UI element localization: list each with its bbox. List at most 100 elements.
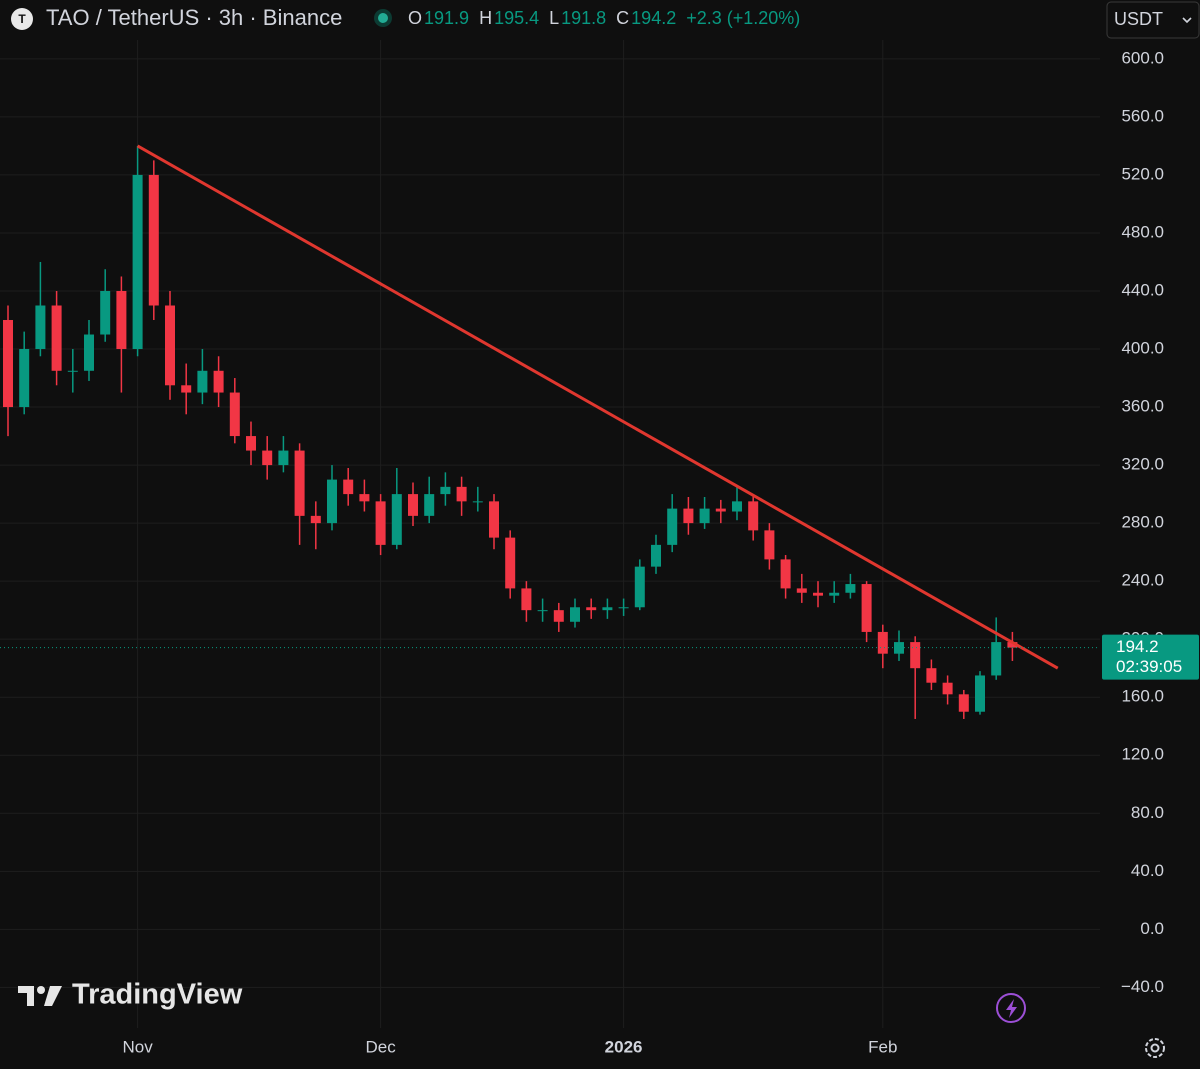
candles (3, 145, 1018, 719)
candle-body (116, 290, 127, 350)
y-tick-label: 280.0 (1121, 513, 1164, 532)
chart-title: TAO / TetherUS · 3h · Binance (46, 5, 342, 30)
candle-body (489, 501, 499, 538)
y-tick-label: 0.0 (1140, 919, 1164, 938)
watermark-logo (18, 986, 34, 1006)
candle-body (440, 486, 451, 495)
ohlc-value: 191.8 (561, 8, 606, 28)
currency-chevron (1182, 17, 1192, 24)
ohlc-letter: C (616, 8, 629, 28)
trendline (136, 144, 1059, 670)
settings-icon (1150, 1043, 1160, 1053)
candle-body (829, 592, 840, 596)
candle-body (732, 501, 742, 512)
lightning-button[interactable] (996, 993, 1026, 1023)
candle-body (634, 566, 645, 608)
candle-body (699, 508, 710, 524)
y-tick-label: 80.0 (1131, 803, 1164, 822)
candle-body (618, 607, 629, 609)
candle-body (926, 668, 937, 683)
candle-body (942, 682, 953, 695)
candle-body (683, 508, 694, 524)
candle-body (19, 349, 30, 408)
watermark: TradingView (18, 979, 243, 1011)
candle-body (67, 370, 78, 372)
candle-body (651, 544, 661, 567)
candle-body (813, 592, 823, 596)
candle-body (796, 588, 807, 593)
candle-body (570, 607, 580, 622)
candle-body (780, 559, 791, 589)
candle-body (246, 436, 256, 451)
candle-body (715, 508, 726, 512)
candle-body (553, 610, 564, 622)
y-tick-label: 520.0 (1121, 164, 1164, 183)
currency-button[interactable] (1106, 1, 1200, 39)
candle-body (1007, 642, 1018, 648)
candle-body (602, 607, 613, 611)
candle-body (958, 694, 969, 712)
candle-body (165, 305, 175, 386)
candle-body (229, 392, 240, 437)
grid (0, 40, 1100, 1028)
candle-body (278, 450, 289, 466)
candle-body (181, 385, 192, 393)
market-status-dot (378, 13, 388, 23)
candle-body (391, 494, 402, 545)
countdown-label: 02:39:05 (1116, 657, 1182, 676)
candle-body (472, 501, 483, 503)
ohlc-value: 195.4 (494, 8, 539, 28)
candle-body (213, 370, 224, 393)
y-tick-label: 480.0 (1121, 222, 1164, 241)
candle-body (748, 501, 759, 531)
candle-body (424, 494, 435, 516)
x-tick-label: Feb (868, 1037, 897, 1056)
ohlc-legend: O 191.9 H 195.4 L 191.8 C 194.2 +2.3 (+1.20%) (408, 8, 800, 28)
y-tick-label: 440.0 (1121, 280, 1164, 299)
candle-body (861, 584, 872, 632)
ohlc-value: 191.9 (424, 8, 469, 28)
candle-body (845, 584, 856, 593)
candle-body (975, 675, 985, 712)
candle-body (84, 334, 94, 371)
x-tick-label: Nov (122, 1037, 153, 1056)
candle-body (877, 631, 888, 654)
y-tick-label: 600.0 (1121, 48, 1164, 67)
x-tick-label: Dec (365, 1037, 396, 1056)
currency-label: USDT (1114, 9, 1163, 29)
candle-body (100, 290, 111, 335)
lightning-icon (1006, 999, 1017, 1018)
ohlc-letter: O (408, 8, 422, 28)
watermark-logo (37, 986, 45, 994)
candle-body (505, 537, 516, 589)
overlay: 600.0 560.0 520.0 480.0 440.0 400.0 360.0 320.0… (0, 48, 1199, 1056)
candle-body (764, 530, 775, 560)
y-tick-label: 240.0 (1121, 571, 1164, 590)
y-tick-label: 160.0 (1121, 687, 1164, 706)
candle-body (262, 450, 273, 466)
watermark-logo (44, 986, 62, 1006)
ohlc-letter: H (479, 8, 492, 28)
candle-body (375, 501, 386, 545)
candle-body (310, 515, 321, 524)
candle-body (197, 370, 208, 393)
x-tick-label: 2026 (605, 1037, 643, 1056)
candle-body (910, 642, 921, 669)
candle-body (408, 494, 418, 516)
price-change: +2.3 (+1.20%) (686, 8, 800, 28)
candle-body (3, 320, 13, 408)
candle-body (51, 305, 62, 371)
y-tick-label: 320.0 (1121, 455, 1164, 474)
candle-body (667, 508, 678, 545)
y-tick-label: −40.0 (1121, 977, 1164, 996)
y-tick-label: 400.0 (1121, 339, 1164, 358)
candle-body (327, 479, 337, 524)
settings-button[interactable] (1145, 1038, 1165, 1058)
y-tick-label: 120.0 (1121, 745, 1164, 764)
candle-body (132, 174, 143, 350)
candle-body (991, 642, 1002, 676)
candle-body (359, 494, 370, 502)
candle-body (537, 610, 548, 612)
